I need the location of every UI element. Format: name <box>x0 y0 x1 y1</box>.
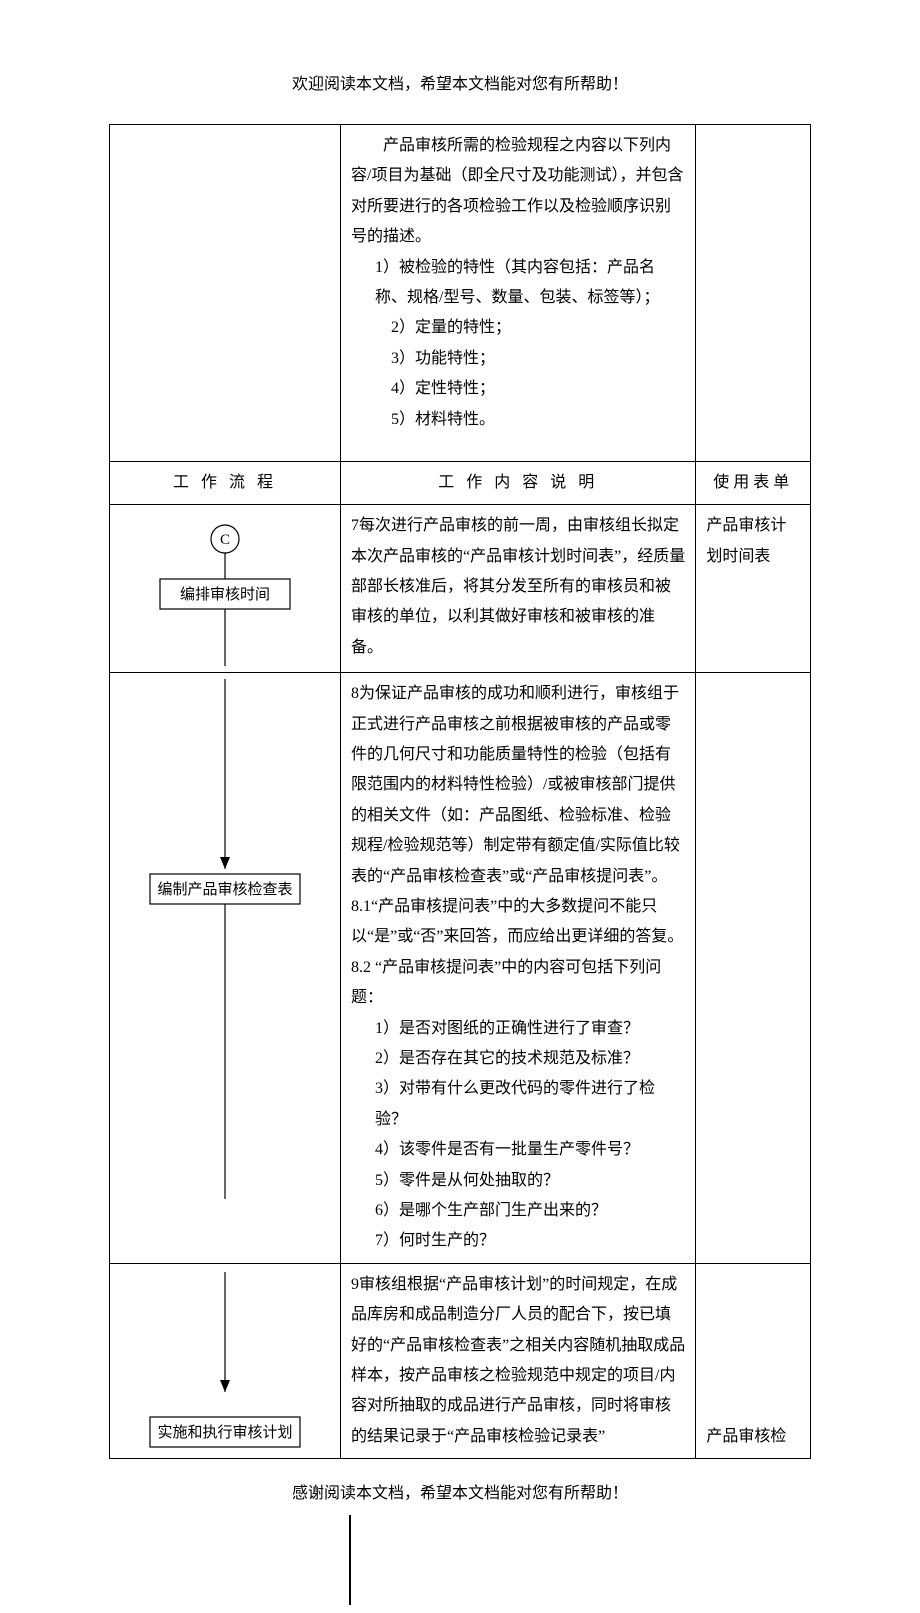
header-flow: 工 作 流 程 <box>110 461 341 504</box>
table-header-row: 工 作 流 程 工 作 内 容 说 明 使用表单 <box>110 461 811 504</box>
list-item: 5）材料特性。 <box>375 405 685 435</box>
form-cell-1: 产品审核计划时间表 <box>696 505 811 673</box>
desc-cell-3: 9审核组根据“产品审核计划”的时间规定，在成品库房和成品制造分厂人员的配合下，按… <box>341 1263 696 1458</box>
list-item: 1）是否对图纸的正确性进行了审查？ <box>375 1014 685 1044</box>
list-item: 6）是哪个生产部门生产出来的？ <box>375 1196 685 1226</box>
list-item: 7）何时生产的？ <box>375 1226 685 1256</box>
question-list: 1）是否对图纸的正确性进行了审查？ 2）是否存在其它的技术规范及标准？ 3）对带… <box>351 1014 685 1257</box>
header-desc: 工 作 内 容 说 明 <box>341 461 696 504</box>
header-note: 欢迎阅读本文档，希望本文档能对您有所帮助！ <box>0 70 920 94</box>
desc-cell-1: 7每次进行产品审核的前一周，由审核组长拟定本次产品审核的“产品审核计划时间表”，… <box>341 505 696 673</box>
footer-note: 感谢阅读本文档，希望本文档能对您有所帮助！ <box>0 1479 920 1503</box>
list-item: 1）被检验的特性（其内容包括：产品名称、规格/型号、数量、包装、标签等）； <box>375 253 685 314</box>
list-item: 2）是否存在其它的技术规范及标准？ <box>375 1044 685 1074</box>
intro-text: 产品审核所需的检验规程之内容以下列内容/项目为基础（即全尺寸及功能测试），并包含… <box>351 131 685 253</box>
intro-items: 1）被检验的特性（其内容包括：产品名称、规格/型号、数量、包装、标签等）； 2）… <box>351 253 685 435</box>
list-item: 3）对带有什么更改代码的零件进行了检验？ <box>375 1074 685 1135</box>
desc-text: 8.1“产品审核提问表”中的大多数提问不能只以“是”或“否”来回答，而应给出更详… <box>351 892 685 953</box>
desc-cell-intro: 产品审核所需的检验规程之内容以下列内容/项目为基础（即全尺寸及功能测试），并包含… <box>341 125 696 462</box>
flow-box-label: 实施和执行审核计划 <box>157 1424 292 1441</box>
desc-cell-2: 8为保证产品审核的成功和顺利进行，审核组于正式进行产品审核之前根据被审核的产品或… <box>341 673 696 1263</box>
arrowhead-icon <box>220 857 230 869</box>
tail-line <box>349 1515 351 1605</box>
flowchart-svg-1: C 编排审核时间 <box>120 511 330 666</box>
flow-cell-2: 编制产品审核检查表 <box>110 673 341 1263</box>
list-item: 4）该零件是否有一批量生产零件号？ <box>375 1135 685 1165</box>
list-item: 3）功能特性； <box>375 344 685 374</box>
arrowhead-icon <box>220 1380 230 1392</box>
document-table: 产品审核所需的检验规程之内容以下列内容/项目为基础（即全尺寸及功能测试），并包含… <box>109 124 811 1459</box>
flowchart-svg-3: 实施和执行审核计划 <box>120 1272 330 1452</box>
desc-text: 8.2 “产品审核提问表”中的内容可包括下列问题： <box>351 953 685 1014</box>
flow-box-label: 编制产品审核检查表 <box>157 881 292 898</box>
table-row: C 编排审核时间 7每次进行产品审核的前一周，由审核组长拟定本次产品审核的“产品… <box>110 505 811 673</box>
table-row: 实施和执行审核计划 9审核组根据“产品审核计划”的时间规定，在成品库房和成品制造… <box>110 1263 811 1458</box>
list-item: 2）定量的特性； <box>375 313 685 343</box>
form-cell-empty <box>696 125 811 462</box>
list-item: 5）零件是从何处抽取的？ <box>375 1166 685 1196</box>
desc-text: 7每次进行产品审核的前一周，由审核组长拟定本次产品审核的“产品审核计划时间表”，… <box>351 517 685 656</box>
form-text: 产品审核检 <box>706 1428 786 1445</box>
table-row: 产品审核所需的检验规程之内容以下列内容/项目为基础（即全尺寸及功能测试），并包含… <box>110 125 811 462</box>
header-form: 使用表单 <box>696 461 811 504</box>
flow-cell-empty <box>110 125 341 462</box>
form-cell-2 <box>696 673 811 1263</box>
form-text: 产品审核计划时间表 <box>706 517 786 564</box>
desc-text: 9审核组根据“产品审核计划”的时间规定，在成品库房和成品制造分厂人员的配合下，按… <box>351 1276 685 1445</box>
circle-label: C <box>220 532 230 548</box>
flowchart-svg-2: 编制产品审核检查表 <box>120 679 330 1199</box>
flow-cell-1: C 编排审核时间 <box>110 505 341 673</box>
desc-text: 8为保证产品审核的成功和顺利进行，审核组于正式进行产品审核之前根据被审核的产品或… <box>351 679 685 892</box>
list-item: 4）定性特性； <box>375 374 685 404</box>
form-cell-3: 产品审核检 <box>696 1263 811 1458</box>
table-row: 编制产品审核检查表 8为保证产品审核的成功和顺利进行，审核组于正式进行产品审核之… <box>110 673 811 1263</box>
flow-cell-3: 实施和执行审核计划 <box>110 1263 341 1458</box>
tail-container <box>109 1533 811 1613</box>
flow-box-label: 编排审核时间 <box>180 586 270 603</box>
